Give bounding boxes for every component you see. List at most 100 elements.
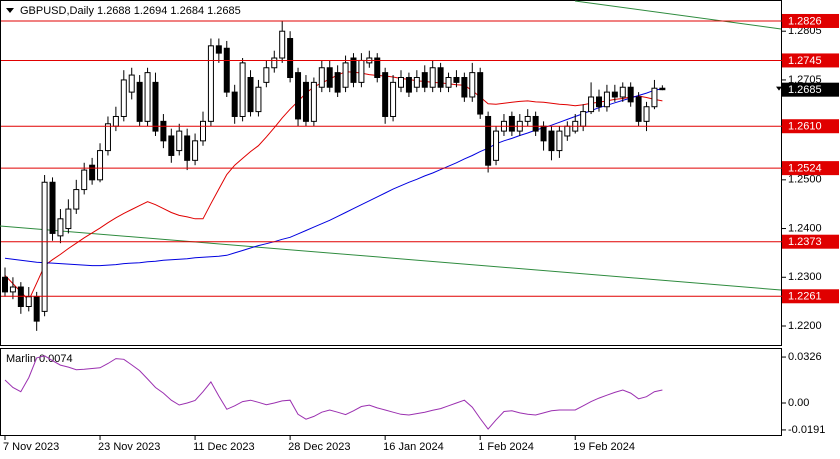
candle-body — [25, 296, 32, 308]
candle-body — [358, 59, 365, 83]
candle-body — [445, 76, 452, 88]
candle-body — [318, 67, 325, 88]
candle-body — [611, 91, 618, 98]
x-tick-label: 16 Jan 2024 — [383, 441, 444, 453]
candle-body — [120, 79, 127, 117]
candle-body — [382, 72, 389, 117]
y-tick-label: 0.0326 — [788, 351, 822, 363]
level-label-box — [782, 234, 839, 249]
level-label: 1.2610 — [788, 121, 822, 133]
candle-body — [271, 57, 278, 69]
level-label-box — [782, 13, 839, 28]
trendline — [0, 225, 782, 291]
candle-body — [302, 81, 309, 122]
candle-body — [128, 74, 135, 93]
candle-body — [136, 81, 143, 122]
candle-body — [556, 130, 563, 152]
candle-body — [215, 45, 222, 54]
x-tick-label: 7 Nov 2023 — [3, 441, 59, 453]
candle-body — [350, 57, 357, 83]
candle-body — [57, 218, 64, 237]
oscillator-pane-frame — [0, 348, 782, 436]
candle-body — [192, 140, 199, 161]
candle-body — [493, 130, 500, 161]
x-tick-label: 28 Dec 2023 — [288, 441, 350, 453]
candle-body — [603, 91, 610, 108]
x-tick-label: 11 Dec 2023 — [193, 441, 255, 453]
candle-body — [390, 81, 397, 117]
candle-body — [413, 76, 420, 88]
candle-body — [263, 67, 270, 83]
trendline — [574, 0, 782, 30]
candle-body — [342, 62, 349, 88]
candle-body — [437, 67, 444, 88]
candle-body — [477, 72, 484, 115]
candle-body — [9, 286, 16, 293]
current-price-marker — [776, 86, 782, 91]
candle-body — [643, 106, 650, 122]
level-label: 1.2373 — [788, 236, 822, 248]
candle-body — [580, 111, 587, 127]
candle-body — [405, 76, 412, 93]
candle-body — [287, 38, 294, 78]
candle-body — [540, 125, 547, 142]
y-tick-label: -0.0191 — [788, 424, 825, 436]
level-label: 1.2745 — [788, 55, 822, 67]
candle-body — [73, 189, 80, 210]
candle-body — [168, 135, 175, 156]
candle-body — [41, 181, 48, 312]
candle-body — [231, 91, 238, 117]
level-label: 1.2524 — [788, 163, 822, 175]
candle-body — [200, 120, 206, 142]
title-arrow — [6, 8, 14, 13]
y-tick-label: 1.2500 — [788, 174, 822, 186]
candle-body — [279, 30, 286, 59]
level-label: 1.2261 — [788, 291, 822, 303]
moving-average — [4, 71, 663, 302]
candle-body — [485, 115, 492, 166]
candle-body — [97, 150, 104, 181]
candle-body — [374, 57, 381, 78]
candle-body — [295, 72, 302, 120]
candle-body — [49, 181, 56, 234]
level-label-box — [782, 161, 839, 176]
candle-body — [453, 76, 460, 83]
candle-body — [207, 45, 214, 122]
candle-body — [176, 130, 183, 152]
candle-body — [508, 115, 515, 132]
candle-body — [635, 96, 642, 122]
level-label-box — [782, 53, 839, 68]
candle-body — [144, 72, 151, 122]
candle-body — [619, 86, 626, 98]
candle-body — [310, 81, 317, 122]
candle-body — [33, 296, 40, 322]
candle-body — [326, 67, 333, 88]
candle-body — [104, 123, 111, 152]
candle-body — [429, 67, 436, 88]
moving-average — [4, 88, 663, 267]
candle-body — [548, 130, 555, 152]
oscillator-line — [4, 355, 663, 430]
candle-body — [334, 72, 341, 93]
y-tick-label: 1.2200 — [788, 320, 822, 332]
price-pane-frame — [0, 0, 782, 346]
candle-body — [247, 76, 254, 113]
candle-body — [223, 47, 230, 93]
candle-body — [160, 120, 167, 142]
x-tick-label: 1 Feb 2024 — [478, 441, 534, 453]
candle-body — [651, 87, 658, 108]
candle-body — [398, 76, 404, 88]
candle-body — [239, 62, 246, 117]
candle-body — [255, 86, 262, 113]
candle-body — [469, 72, 476, 98]
candle-body — [184, 135, 191, 161]
current-price-box — [782, 82, 839, 97]
y-tick-label: 0.00 — [788, 397, 809, 409]
x-tick-label: 19 Feb 2024 — [573, 441, 635, 453]
candle-body — [596, 96, 602, 108]
level-label-box — [782, 289, 839, 304]
oscillator-label: Marlin 0.0074 — [6, 353, 73, 365]
candle-body — [112, 115, 119, 127]
